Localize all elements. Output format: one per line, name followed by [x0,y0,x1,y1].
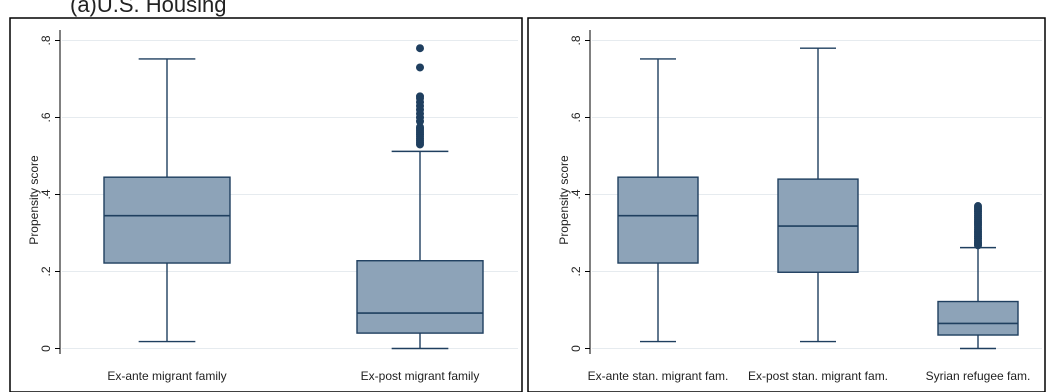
y-tick-label: .8 [39,35,53,45]
y-tick-label: .4 [569,189,583,199]
y-tick-label: .6 [39,112,53,122]
box-2 [356,44,484,350]
category-label: Ex-ante stan. migrant fam. [588,369,729,383]
y-tick-label: .2 [569,266,583,276]
y-ticks: 0 .2 .4 .6 .8 [569,35,590,352]
y-axis-label: Propensity score [557,155,571,245]
outlier-point [416,63,424,72]
category-label: Syrian refugee fam. [926,369,1031,383]
iqr-box [617,176,699,264]
figure-caption: (a)U.S. Housing [70,0,227,17]
category-labels: Ex-ante stan. migrant fam. Ex-post stan. … [588,369,1031,383]
iqr-box [103,176,231,264]
y-tick-label: 0 [39,345,53,352]
outlier-point [416,123,424,132]
box-1 [617,58,699,343]
y-tick-label: .8 [569,35,583,45]
category-label: Ex-post stan. migrant fam. [748,369,888,383]
panel-left-frame [9,17,523,392]
category-labels: Ex-ante migrant family Ex-post migrant fa… [107,369,479,383]
y-tick-label: 0 [569,345,583,352]
y-ticks: 0 .2 .4 .6 .8 [39,35,60,352]
box-1 [103,58,231,343]
box-2 [777,47,859,343]
boxes [103,44,484,350]
iqr-box [937,300,1019,336]
boxes [617,47,1019,350]
box-3 [937,202,1019,350]
outlier-point [416,92,424,101]
y-tick-label: .2 [39,266,53,276]
panel-left: 0 .2 .4 .6 .8 Propensity score Ex-ante migra… [27,30,518,383]
panel-right: 0 .2 .4 .6 .8 Propensity score Ex-ante stan.… [557,30,1042,383]
category-label: Ex-ante migrant family [107,369,226,383]
category-label: Ex-post migrant family [361,369,480,383]
iqr-box [356,260,484,334]
outlier-point [974,202,982,211]
y-axis-label: Propensity score [27,155,41,245]
y-tick-label: .6 [569,112,583,122]
outlier-point [416,44,424,53]
y-tick-label: .4 [39,189,53,199]
